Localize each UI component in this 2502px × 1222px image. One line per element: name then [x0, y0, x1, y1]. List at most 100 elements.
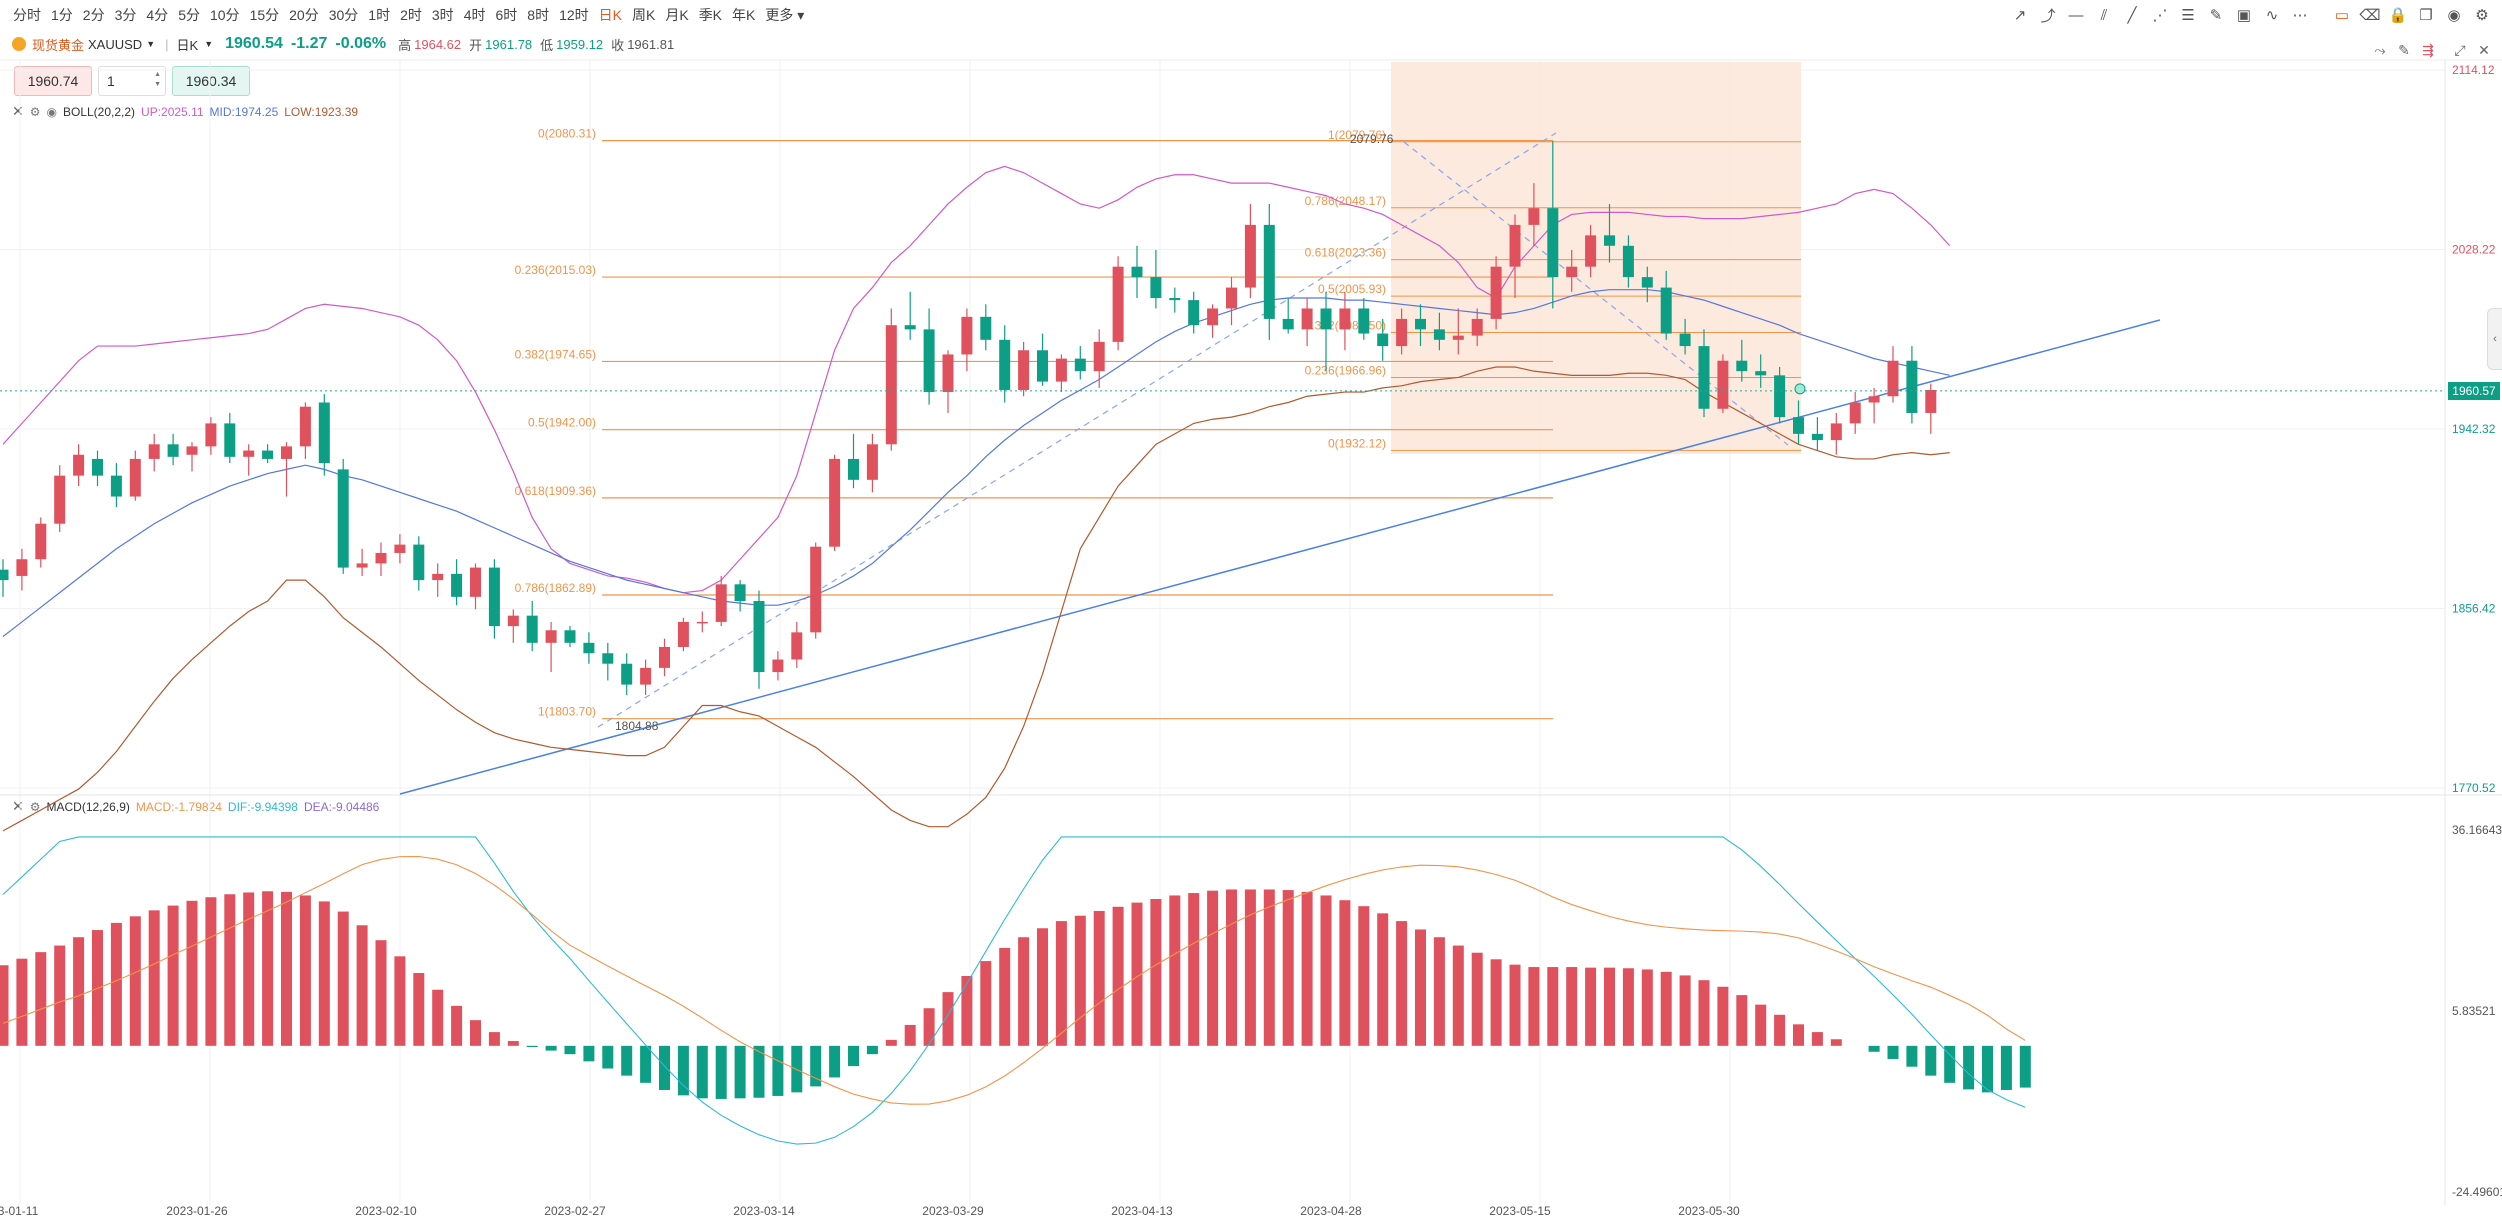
- candle-body: [507, 615, 519, 627]
- brush-icon[interactable]: ✎: [2209, 7, 2223, 24]
- side-panel-toggle[interactable]: ‹: [2487, 308, 2502, 370]
- timeframe-15[interactable]: 8时: [527, 7, 550, 23]
- segment-icon[interactable]: ╱: [2127, 7, 2137, 24]
- candle-body: [621, 663, 633, 685]
- timeframe-12[interactable]: 3时: [431, 7, 454, 23]
- candle-body: [167, 444, 179, 457]
- stepper-arrows-icon[interactable]: ▲ ▼: [154, 71, 161, 88]
- timeframe-8[interactable]: 20分: [289, 7, 319, 23]
- close-chart-icon[interactable]: ✕: [2478, 41, 2490, 58]
- macd-bar: [1320, 895, 1332, 1046]
- fib-fan-icon[interactable]: ⋰: [2152, 7, 2168, 24]
- more-icon[interactable]: ⋯: [2292, 7, 2308, 24]
- rectangle-icon[interactable]: ▭: [2334, 7, 2350, 24]
- candle-body: [1906, 360, 1918, 413]
- candle-body: [451, 573, 463, 597]
- horizontal-line-icon[interactable]: —: [2068, 6, 2084, 24]
- timeframe-2[interactable]: 2分: [82, 7, 105, 23]
- candle-body: [1377, 333, 1389, 347]
- timeframe-22[interactable]: 更多 ▾: [765, 7, 805, 23]
- timeframe-21[interactable]: 年K: [732, 7, 756, 23]
- candle-body: [1774, 375, 1786, 418]
- timeframe-1[interactable]: 1分: [51, 7, 73, 23]
- price-change: -1.27: [290, 35, 328, 52]
- macd-bar: [734, 1045, 746, 1099]
- macd-bar: [1944, 1045, 1956, 1083]
- fib-retracement-icon[interactable]: ☰: [2181, 7, 2195, 24]
- candle-body: [753, 601, 765, 673]
- timeframe-0[interactable]: 分时: [13, 7, 41, 23]
- macd-bar: [281, 891, 292, 1046]
- fib-right-label: 0.618(2023.36): [1305, 246, 1386, 260]
- lock-icon[interactable]: 🔒: [2388, 7, 2408, 24]
- timeframe-11[interactable]: 2时: [400, 7, 422, 23]
- pencil-icon[interactable]: ✎: [2398, 41, 2410, 58]
- timeframe-7[interactable]: 15分: [249, 7, 280, 23]
- macd-bar: [16, 958, 28, 1046]
- signal-icon[interactable]: ⇶: [2422, 41, 2434, 58]
- buy-price-button[interactable]: 1960.34: [172, 66, 250, 96]
- macd-bar: [526, 1045, 538, 1048]
- eraser-icon[interactable]: ⌫: [2359, 7, 2381, 24]
- macd-bar: [1226, 889, 1237, 1046]
- macd-bar: [564, 1045, 576, 1055]
- parallel-channel-icon[interactable]: ⫽: [2100, 6, 2108, 24]
- sell-price-button[interactable]: 1960.74: [14, 66, 92, 96]
- current-price-marker: [1794, 383, 1806, 395]
- settings-icon[interactable]: ⚙: [2475, 7, 2489, 24]
- copy-icon[interactable]: ❐: [2419, 7, 2433, 24]
- macd-bar: [1433, 937, 1445, 1046]
- timeframe-14[interactable]: 6时: [495, 7, 518, 23]
- candle-body: [1925, 389, 1937, 413]
- gold-coin-icon: [12, 37, 26, 51]
- picture-icon[interactable]: ▣: [2236, 7, 2252, 24]
- candle-body: [1452, 335, 1464, 340]
- period-dropdown-icon[interactable]: ▼: [204, 39, 214, 49]
- timeframe-19[interactable]: 月K: [665, 7, 689, 23]
- settings-icon[interactable]: ⚙: [29, 104, 41, 119]
- period-select[interactable]: 日K: [176, 37, 199, 53]
- fib-right-label: 0.236(1966.96): [1305, 364, 1386, 378]
- macd-bar: [696, 1045, 708, 1099]
- timeframe-18[interactable]: 周K: [632, 7, 656, 23]
- trend-line-icon[interactable]: ↗: [2013, 7, 2027, 24]
- trend-icon[interactable]: ⤳: [2374, 41, 2386, 58]
- candle-body: [1793, 417, 1804, 434]
- macd-bar: [1207, 890, 1219, 1046]
- eye-icon[interactable]: ◉: [2447, 7, 2461, 24]
- fib-right-label: 0.786(2048.17): [1305, 194, 1386, 208]
- close-icon[interactable]: ✕: [12, 103, 24, 119]
- macd-bar: [904, 1024, 916, 1046]
- timeframe-13[interactable]: 4时: [463, 7, 486, 23]
- close-icon[interactable]: ✕: [12, 798, 24, 814]
- timeframe-5[interactable]: 5分: [178, 7, 200, 23]
- symbol-name[interactable]: 现货黄金: [32, 37, 85, 53]
- settings-icon[interactable]: ⚙: [29, 799, 41, 814]
- timeframe-4[interactable]: 4分: [146, 7, 169, 23]
- candle-body: [1679, 333, 1691, 347]
- expand-icon[interactable]: ⤢: [2454, 41, 2466, 58]
- ray-icon[interactable]: ⤴: [2040, 7, 2056, 25]
- timeframe-17[interactable]: 日K: [598, 7, 622, 23]
- candle-body: [1717, 360, 1729, 409]
- candle-body: [35, 523, 47, 560]
- date-axis-label: 2023-02-27: [544, 1204, 606, 1218]
- timeframe-3[interactable]: 3分: [114, 7, 137, 23]
- timeframe-9[interactable]: 30分: [328, 7, 359, 23]
- fib-right-label: 0.5(2005.93): [1318, 282, 1386, 296]
- quantity-value: 1: [107, 73, 115, 89]
- candle-body: [262, 450, 274, 459]
- candle-body: [1074, 358, 1086, 372]
- symbol-code[interactable]: XAUUSD: [88, 36, 143, 52]
- timeframe-6[interactable]: 10分: [209, 7, 240, 23]
- quantity-stepper[interactable]: 1 ▲ ▼: [98, 66, 166, 96]
- macd-bar: [602, 1045, 614, 1069]
- timeframe-16[interactable]: 12时: [559, 7, 589, 23]
- chart-icon[interactable]: ∿: [2265, 7, 2279, 24]
- timeframe-10[interactable]: 1时: [368, 7, 391, 23]
- candle-body: [148, 444, 160, 459]
- eye-icon[interactable]: ◉: [46, 104, 57, 119]
- timeframe-20[interactable]: 季K: [698, 7, 723, 23]
- symbol-dropdown-icon[interactable]: ▼: [146, 39, 156, 49]
